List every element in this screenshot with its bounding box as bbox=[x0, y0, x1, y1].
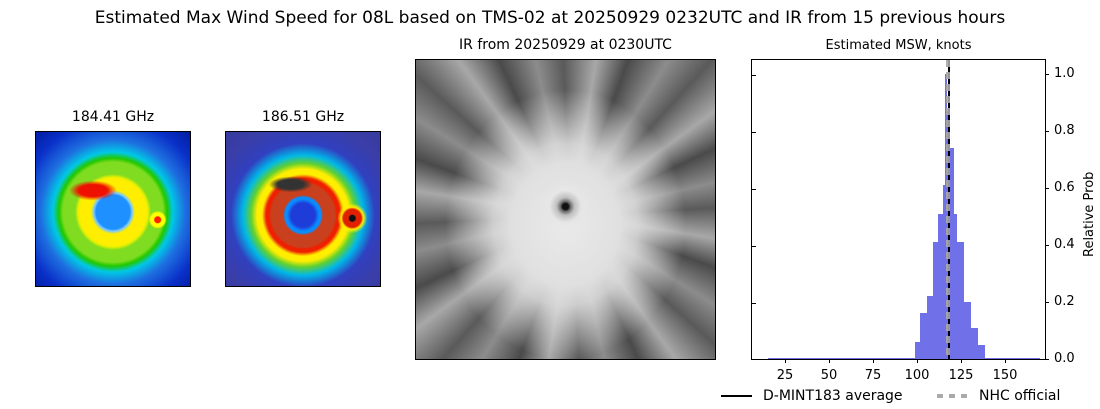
xtick-label: 125 bbox=[948, 368, 974, 383]
left-tick bbox=[752, 189, 756, 190]
histogram-bar bbox=[915, 341, 921, 359]
nhc-official-line bbox=[945, 60, 950, 359]
right-tick bbox=[1045, 131, 1049, 132]
histogram-bar bbox=[943, 185, 945, 359]
ir-satellite-image bbox=[415, 59, 716, 360]
ytick-label: 1.0 bbox=[1054, 66, 1075, 81]
histogram-bar bbox=[953, 213, 958, 359]
microwave-184-image bbox=[35, 131, 191, 287]
histogram-bar bbox=[937, 213, 944, 359]
x-tick bbox=[917, 359, 918, 363]
right-tick bbox=[1045, 302, 1049, 303]
right-tick bbox=[1045, 359, 1049, 360]
left-tick bbox=[752, 132, 756, 133]
xtick-label: 25 bbox=[776, 368, 794, 383]
legend-solid-line-icon bbox=[721, 395, 752, 397]
x-tick bbox=[829, 359, 830, 363]
left-tick bbox=[752, 246, 756, 247]
legend-dashed-line-icon bbox=[937, 394, 969, 398]
legend: D-MINT183 average NHC official bbox=[721, 388, 1060, 404]
histogram-bar bbox=[927, 296, 933, 359]
left-tick bbox=[752, 303, 756, 304]
histogram-bar bbox=[978, 344, 986, 359]
x-tick bbox=[1005, 359, 1006, 363]
msw-histogram bbox=[751, 59, 1046, 360]
histogram-bar bbox=[767, 357, 916, 359]
right-tick bbox=[1045, 245, 1049, 246]
ytick-label: 0.6 bbox=[1054, 180, 1075, 195]
x-tick bbox=[873, 359, 874, 363]
histogram-bar bbox=[964, 302, 972, 359]
histogram-bar bbox=[957, 242, 965, 359]
x-tick bbox=[961, 359, 962, 363]
xtick-label: 150 bbox=[992, 368, 1018, 383]
x-tick bbox=[785, 359, 786, 363]
left-tick bbox=[752, 75, 756, 76]
ir-title: IR from 20250929 at 0230UTC bbox=[459, 37, 672, 53]
legend-label-dmint: D-MINT183 average bbox=[763, 388, 903, 404]
ytick-label: 0.2 bbox=[1054, 294, 1075, 309]
ytick-label: 0.4 bbox=[1054, 237, 1075, 252]
histogram-bars bbox=[752, 60, 1045, 359]
histogram-bar bbox=[920, 313, 928, 359]
y-axis-label: Relative Prob bbox=[1082, 171, 1097, 257]
mw2-title: 186.51 GHz bbox=[261, 109, 345, 125]
mw1-title: 184.41 GHz bbox=[71, 109, 155, 125]
right-tick bbox=[1045, 188, 1049, 189]
xtick-label: 50 bbox=[820, 368, 838, 383]
ytick-label: 0.0 bbox=[1054, 351, 1075, 366]
histogram-bar bbox=[971, 327, 979, 359]
histogram-bar bbox=[932, 242, 938, 359]
xtick-label: 100 bbox=[904, 368, 930, 383]
legend-label-nhc: NHC official bbox=[979, 388, 1061, 404]
microwave-186-image bbox=[225, 131, 381, 287]
figure-title: Estimated Max Wind Speed for 08L based o… bbox=[94, 8, 1006, 28]
histogram-bar bbox=[985, 357, 1040, 359]
ytick-label: 0.8 bbox=[1054, 123, 1075, 138]
xtick-label: 75 bbox=[864, 368, 882, 383]
right-tick bbox=[1045, 74, 1049, 75]
histogram-bar bbox=[950, 148, 954, 359]
hist-title: Estimated MSW, knots bbox=[825, 38, 972, 53]
